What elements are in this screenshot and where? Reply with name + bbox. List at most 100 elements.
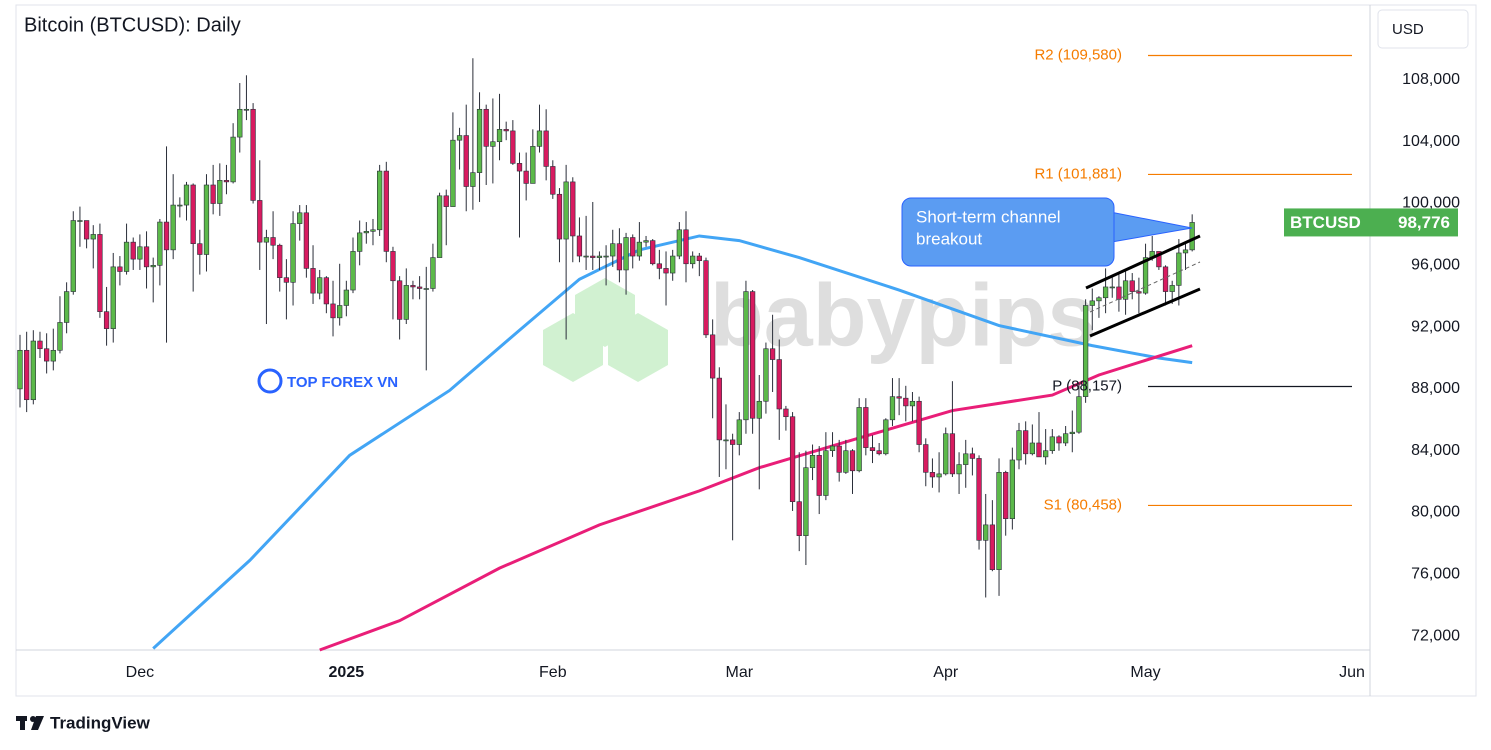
candle-body bbox=[330, 303, 336, 319]
candle-body bbox=[357, 232, 363, 252]
y-tick-label: 88,000 bbox=[1411, 380, 1460, 397]
candle-body bbox=[117, 266, 123, 272]
candle-body bbox=[983, 524, 989, 541]
candle-body bbox=[710, 334, 716, 379]
x-tick-label: Feb bbox=[539, 664, 567, 681]
x-tick-label: May bbox=[1130, 664, 1160, 681]
candle-body bbox=[1096, 297, 1102, 302]
candle-body bbox=[370, 229, 376, 232]
candle-body bbox=[630, 237, 636, 257]
candle-body bbox=[210, 184, 216, 204]
y-tick-label: 84,000 bbox=[1411, 442, 1460, 459]
pivot-label: R2 (109,580) bbox=[1034, 46, 1122, 63]
candle-body bbox=[163, 221, 170, 251]
candle-body bbox=[470, 172, 476, 187]
candle-body bbox=[656, 263, 662, 269]
y-tick-label: 92,000 bbox=[1411, 318, 1460, 335]
candle-body bbox=[243, 108, 250, 111]
currency-box[interactable] bbox=[1377, 9, 1469, 49]
candle-body bbox=[736, 419, 742, 445]
candle-body bbox=[849, 450, 856, 472]
candle-body bbox=[150, 265, 156, 268]
candle-body bbox=[57, 322, 63, 351]
candle-body bbox=[323, 277, 329, 305]
candle-body bbox=[976, 458, 982, 541]
candle-body bbox=[237, 108, 243, 138]
currency-label: USD bbox=[1392, 21, 1424, 38]
candle-body bbox=[1176, 252, 1182, 286]
candle-body bbox=[1009, 459, 1015, 519]
candle-body bbox=[1156, 251, 1162, 268]
watermark: babypips bbox=[543, 265, 1096, 382]
candle-body bbox=[123, 241, 130, 272]
candle-body bbox=[1189, 222, 1195, 251]
candle-body bbox=[863, 407, 869, 448]
pivot-label: S1 (80,458) bbox=[1044, 496, 1122, 513]
candle-body bbox=[1129, 280, 1135, 292]
candle-body bbox=[536, 130, 543, 147]
candle-body bbox=[403, 285, 409, 320]
candle-body bbox=[443, 195, 449, 207]
candle-body bbox=[496, 129, 503, 143]
watermark-text: babypips bbox=[710, 265, 1096, 364]
candle-body bbox=[896, 396, 902, 399]
logo-part bbox=[20, 716, 25, 730]
candle-body bbox=[70, 220, 76, 292]
candle-body bbox=[756, 400, 762, 419]
candle-body bbox=[250, 108, 256, 201]
candle-body bbox=[337, 305, 343, 319]
candle-body bbox=[450, 139, 456, 207]
candle-body bbox=[1043, 450, 1049, 458]
y-tick-label: 100,000 bbox=[1402, 195, 1460, 212]
candle-body bbox=[916, 400, 922, 445]
candle-body bbox=[436, 195, 443, 258]
candle-body bbox=[703, 260, 709, 336]
candle-body bbox=[809, 455, 816, 469]
candle-body bbox=[1049, 436, 1055, 452]
candle-body bbox=[909, 400, 916, 407]
candle-body bbox=[903, 397, 909, 407]
candle-body bbox=[197, 243, 203, 255]
candle-body bbox=[377, 170, 383, 231]
candle-body bbox=[363, 231, 369, 234]
candle-body bbox=[183, 184, 190, 206]
y-tick-label: 104,000 bbox=[1402, 133, 1460, 150]
candle-body bbox=[783, 408, 789, 418]
candle-body bbox=[956, 464, 962, 475]
candle-body bbox=[743, 291, 749, 421]
candle-body bbox=[550, 166, 556, 195]
candle-body bbox=[17, 349, 23, 390]
price-tag-name: BTCUSD bbox=[1290, 213, 1361, 232]
candle-body bbox=[37, 340, 43, 350]
candle-body bbox=[776, 359, 782, 410]
candle-body bbox=[789, 416, 796, 502]
candle-body bbox=[576, 235, 583, 257]
candle-body bbox=[510, 130, 516, 164]
candle-body bbox=[170, 204, 176, 251]
source-logo bbox=[16, 716, 44, 730]
candle-body bbox=[883, 419, 889, 455]
watermark-cube bbox=[575, 278, 635, 347]
candle-body bbox=[1169, 285, 1175, 292]
candle-body bbox=[683, 229, 689, 265]
x-tick-label: 2025 bbox=[329, 664, 365, 681]
candle-body bbox=[230, 136, 236, 183]
candle-body bbox=[729, 439, 736, 445]
candle-body bbox=[716, 377, 722, 441]
candle-body bbox=[843, 450, 849, 473]
candle-body bbox=[1029, 442, 1035, 455]
candle-body bbox=[97, 234, 103, 312]
y-tick-label: 80,000 bbox=[1411, 504, 1460, 521]
candle-body bbox=[1116, 286, 1122, 300]
candle-body bbox=[1122, 280, 1129, 300]
candle-body bbox=[77, 220, 83, 222]
candle-body bbox=[889, 396, 896, 421]
candle-body bbox=[829, 445, 836, 452]
candle-body bbox=[44, 348, 50, 362]
candle-body bbox=[963, 453, 969, 465]
candle-body bbox=[563, 181, 569, 240]
candle-body bbox=[663, 268, 669, 274]
candle-body bbox=[103, 311, 110, 329]
y-tick-label: 108,000 bbox=[1402, 71, 1460, 88]
